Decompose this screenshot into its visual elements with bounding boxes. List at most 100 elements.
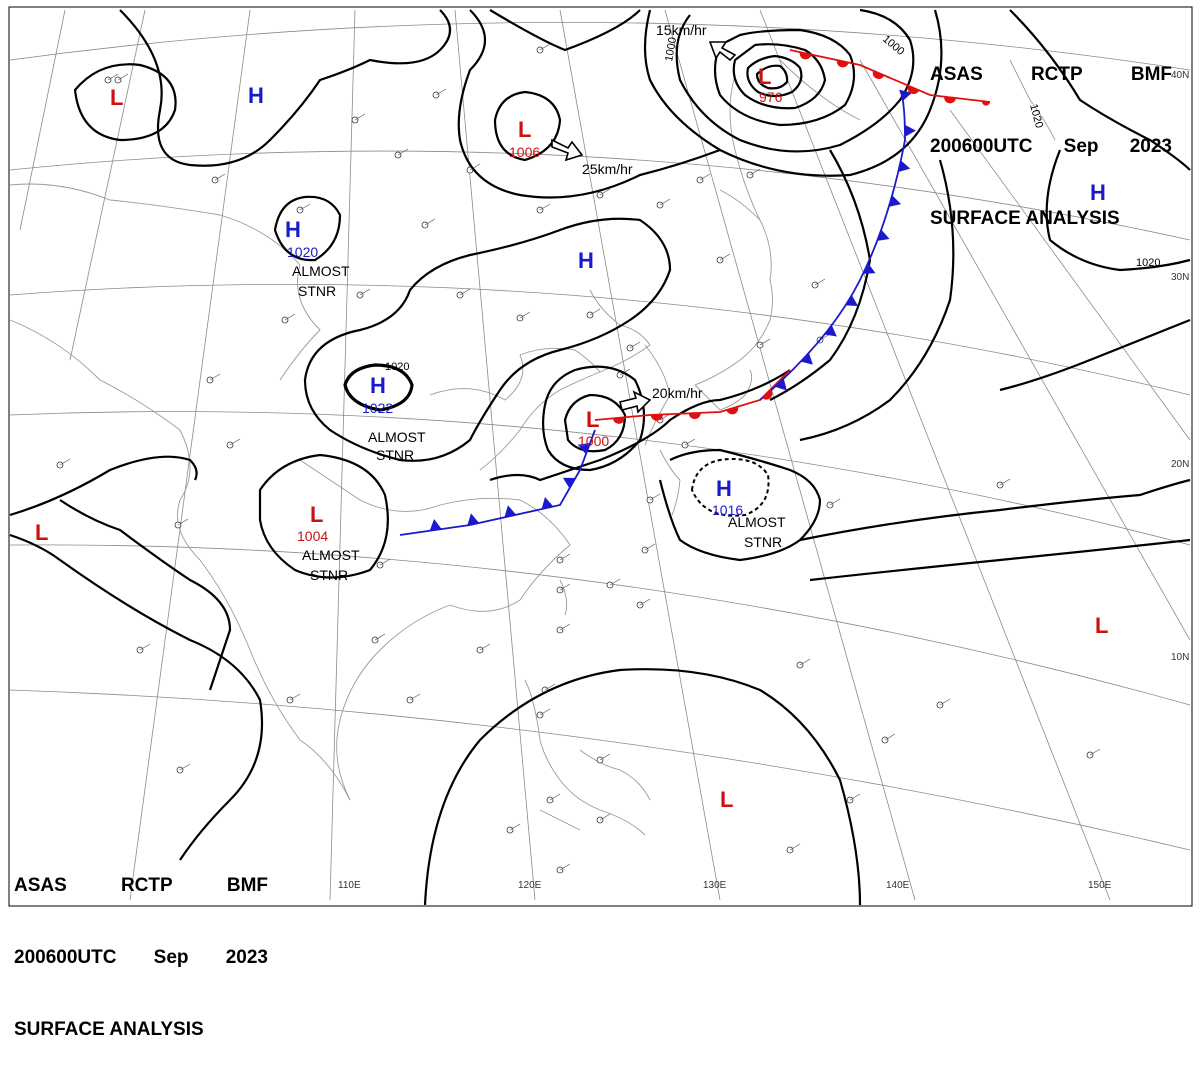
pressure-value: 1006: [509, 144, 540, 160]
isobar: [658, 448, 822, 562]
pressure-value: 1016: [712, 502, 743, 518]
wind-barb: [549, 793, 561, 801]
station-code: ASAS: [14, 875, 67, 896]
almost-stnr-labels: ALMOST STNR ALMOST STNR ALMOST STNR ALMO…: [292, 263, 786, 583]
wind-barb: [939, 698, 951, 706]
latitude-label: 40N: [1171, 70, 1189, 81]
low-pressure-symbol: L: [518, 117, 531, 142]
station-code: RCTP: [120, 875, 173, 896]
pressure-value: 1004: [297, 528, 328, 544]
motion-arrows: [551, 41, 737, 414]
wind-barb: [599, 188, 611, 196]
low-pressure-symbol: L: [758, 64, 771, 89]
wind-barb: [559, 623, 571, 631]
isobar: [273, 195, 342, 262]
wind-barb: [684, 438, 696, 446]
wind-barb: [599, 753, 611, 761]
warm-front-semicircle: [762, 389, 773, 400]
wind-barb: [509, 823, 521, 831]
wind-barb: [829, 498, 841, 506]
warm-front-semicircle: [799, 52, 812, 60]
motion-labels: 15km/hr 25km/hr 20km/hr: [582, 22, 707, 401]
coastlines: [9, 59, 1056, 836]
cold-front-triangle: [774, 378, 787, 391]
almost-label: ALMOST: [368, 429, 426, 445]
wind-barb: [639, 598, 651, 606]
almost-label: ALMOST: [292, 263, 350, 279]
isobar: [489, 9, 641, 52]
high-pressure-symbol: H: [248, 83, 264, 108]
wind-barb: [435, 88, 447, 96]
isobar: [59, 499, 232, 691]
isobar: [1009, 9, 1191, 171]
latitude-label: 20N: [1171, 459, 1189, 470]
isobar: [258, 453, 389, 579]
chart-title: SURFACE ANALYSIS: [14, 1019, 204, 1040]
isobar: [675, 8, 915, 153]
latitude-label: 30N: [1171, 272, 1189, 283]
longitude-label: 110E: [338, 880, 361, 891]
cold-front-triangle: [877, 229, 890, 241]
wind-barb: [284, 313, 296, 321]
stnr-label: STNR: [298, 283, 336, 299]
wind-barb: [619, 368, 631, 376]
low-pressure-symbol: L: [35, 520, 48, 545]
low-pressure-symbol: L: [1095, 613, 1108, 638]
isobar: [423, 668, 862, 906]
latitude-30n-line: [9, 283, 1191, 396]
valid-year: 2023: [225, 947, 268, 968]
isobar: [343, 363, 414, 412]
graticule: [9, 9, 1191, 901]
wind-barb: [599, 813, 611, 821]
longitude-110e-line: [129, 9, 251, 901]
low-pressure-symbol: L: [110, 85, 123, 110]
low-pressure-symbol: L: [720, 787, 733, 812]
isobar: [493, 90, 562, 162]
map-frame: [8, 6, 1193, 907]
motion-speed-label: 15km/hr: [656, 22, 707, 38]
wind-barb: [374, 633, 386, 641]
low-pressure-symbol: L: [310, 502, 323, 527]
isobar-value: 1000: [663, 36, 679, 62]
cold-front-triangle: [429, 519, 442, 531]
wind-barb: [659, 198, 671, 206]
longitude-label: 120E: [518, 880, 542, 891]
isobar: [457, 9, 721, 199]
high-pressure-symbol: H: [285, 217, 301, 242]
isobar: [541, 365, 646, 472]
wind-barb: [789, 843, 801, 851]
wind-barb: [644, 543, 656, 551]
wind-barb: [649, 493, 661, 501]
isobars: [9, 8, 1191, 906]
valid-month: Sep: [153, 947, 189, 968]
pressure-value: 1000: [578, 433, 609, 449]
wind-barb: [117, 73, 129, 81]
cold-front: [759, 89, 906, 401]
wind-barb: [759, 338, 771, 346]
wind-barb: [179, 763, 191, 771]
pressure-centers: H H 1020 H 1022 H H 1016 H L L 1006 L 97…: [35, 64, 1108, 812]
chart-title: SURFACE ANALYSIS: [930, 208, 1120, 229]
isobar: [1045, 149, 1191, 272]
warm-front-semicircle: [981, 101, 990, 106]
cold-front-triangle: [800, 352, 813, 365]
wind-barb: [229, 438, 241, 446]
longitude-label: 140E: [886, 880, 910, 891]
front-symbols: [429, 52, 990, 531]
warm-front: [789, 49, 991, 103]
wind-barb: [479, 643, 491, 651]
wind-barb: [107, 73, 119, 81]
wind-barb: [59, 458, 71, 466]
valid-year: 2023: [1129, 136, 1172, 157]
cold-front: [399, 429, 596, 536]
valid-time: 200600UTC: [14, 947, 117, 968]
isobar: [769, 149, 872, 401]
station-code: ASAS: [930, 64, 983, 85]
station-code: BMF: [226, 875, 268, 896]
wind-barb: [469, 163, 481, 171]
wind-barb: [589, 308, 601, 316]
wind-barb: [999, 478, 1011, 486]
cold-front-triangle: [504, 505, 517, 518]
cold-front-triangle: [900, 90, 913, 101]
isobar: [799, 159, 955, 442]
